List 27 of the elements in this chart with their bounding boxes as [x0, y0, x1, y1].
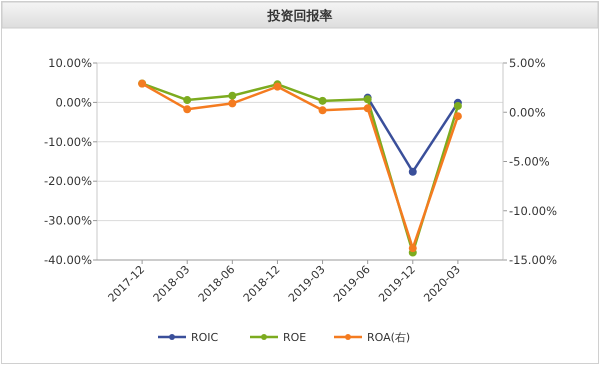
y-tick-label: 10.00%: [48, 56, 92, 70]
legend-label: ROE: [283, 331, 306, 344]
point: [183, 96, 192, 104]
y-tick-label: -20.00%: [44, 174, 92, 188]
chart-title: 投资回报率: [266, 8, 332, 24]
point: [454, 112, 462, 120]
legend-label: ROA(右): [367, 331, 410, 344]
y2-tick-label: 5.00%: [509, 56, 546, 70]
point: [408, 244, 417, 252]
y2-tick-label: -15.00%: [509, 253, 558, 267]
point: [228, 99, 236, 108]
y2-tick-label: -5.00%: [509, 154, 550, 168]
y-tick-label: 0.00%: [55, 95, 92, 110]
legend-label: ROIC: [191, 331, 219, 344]
y-tick-label: -40.00%: [44, 253, 92, 267]
point: [364, 104, 372, 112]
point: [454, 102, 462, 110]
point: [273, 82, 282, 91]
point: [183, 105, 192, 114]
point: [408, 168, 417, 176]
point: [318, 106, 327, 114]
point: [228, 92, 236, 100]
y2-tick-label: 0.00%: [509, 105, 546, 120]
y2-tick-label: -10.00%: [509, 204, 558, 218]
y-tick-label: -30.00%: [44, 214, 92, 228]
point: [318, 96, 327, 105]
y-tick-label: -10.00%: [44, 134, 92, 149]
